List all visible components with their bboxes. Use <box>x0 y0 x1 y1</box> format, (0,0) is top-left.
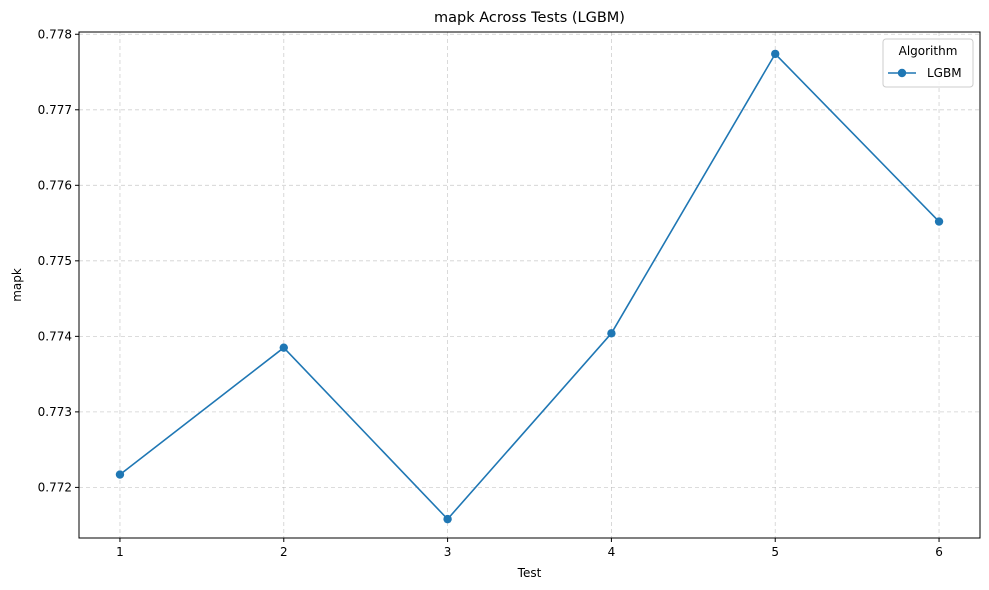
plot-area-frame <box>78 31 981 539</box>
series-line-0 <box>119 53 940 520</box>
legend-title: Algorithm <box>899 44 958 58</box>
y-axis-ticks: 0.772 0.773 0.774 0.775 0.776 0.777 0.778 <box>38 27 79 494</box>
data-point <box>934 217 944 226</box>
chart-title: mapk Across Tests (LGBM) <box>434 10 625 26</box>
data-point <box>771 49 780 59</box>
x-tick-label: 5 <box>771 545 779 559</box>
data-point <box>279 343 288 352</box>
data-point <box>115 470 125 479</box>
y-tick-label: 0.777 <box>38 103 72 117</box>
x-axis-ticks: 1 2 3 4 5 6 <box>116 538 943 559</box>
data-point <box>607 329 616 338</box>
legend: Algorithm LGBM <box>882 38 974 88</box>
x-tick-label: 1 <box>116 545 124 559</box>
x-tick-label: 3 <box>444 545 452 559</box>
series-layer <box>115 49 944 524</box>
y-tick-label: 0.772 <box>38 480 72 494</box>
legend-marker-swatch <box>897 68 907 78</box>
legend-entry-label: LGBM <box>927 66 962 80</box>
y-tick-label: 0.775 <box>38 254 72 268</box>
y-tick-label: 0.778 <box>38 27 72 41</box>
data-point <box>443 514 452 524</box>
x-tick-label: 2 <box>280 545 288 559</box>
y-tick-label: 0.776 <box>38 178 72 192</box>
grid-lines <box>79 32 980 538</box>
x-tick-label: 4 <box>608 545 616 559</box>
y-tick-label: 0.774 <box>38 329 72 343</box>
y-axis-label: mapk <box>10 268 24 302</box>
y-tick-label: 0.773 <box>38 405 72 419</box>
x-axis-label: Test <box>517 566 542 580</box>
x-tick-label: 6 <box>935 545 943 559</box>
